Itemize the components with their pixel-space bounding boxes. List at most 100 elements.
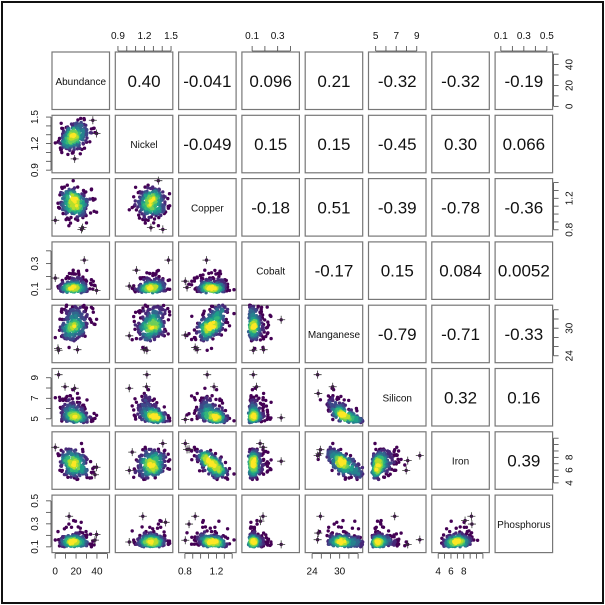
data-point [73, 460, 77, 465]
panel-frame [241, 51, 300, 111]
data-point [147, 397, 151, 402]
data-point [70, 196, 74, 200]
panel-frame [114, 51, 174, 111]
data-point [133, 199, 137, 203]
data-point [132, 319, 136, 324]
data-point [203, 386, 207, 390]
data-point [213, 287, 217, 291]
data-point [223, 328, 228, 332]
outlier-cross-marker [92, 286, 101, 295]
correlation-panel: 0.51 [304, 178, 364, 237]
correlation-value: 0.15 [254, 135, 287, 154]
data-point [232, 311, 236, 316]
data-point [265, 464, 270, 468]
variable-label: Copper [191, 203, 224, 214]
data-point [133, 185, 138, 189]
correlation-panel: -0.041 [178, 51, 237, 111]
panel-frame [241, 178, 300, 237]
data-point [84, 139, 88, 143]
data-point [132, 475, 136, 479]
data-point [143, 221, 147, 225]
data-point [77, 273, 81, 277]
data-point [208, 398, 213, 403]
data-point [142, 309, 146, 313]
data-point [61, 211, 65, 216]
data-point [89, 305, 94, 309]
correlation-value: 0.51 [317, 198, 350, 217]
data-point [269, 314, 273, 319]
correlation-value: -0.71 [441, 325, 480, 344]
variable-label: Manganese [308, 330, 361, 341]
data-point [147, 215, 151, 220]
data-point [145, 328, 150, 332]
data-point [223, 408, 228, 413]
data-point [69, 215, 73, 220]
data-point [214, 397, 218, 402]
scatter-panel [51, 431, 111, 490]
data-point [138, 332, 142, 336]
data-point [146, 186, 150, 190]
data-point [71, 272, 76, 276]
data-point [203, 268, 207, 272]
data-point [140, 190, 144, 194]
data-point [137, 216, 142, 220]
data-point [261, 345, 265, 350]
data-point [155, 415, 159, 419]
scatter-panel [178, 303, 237, 364]
data-point [68, 286, 73, 290]
data-point [216, 467, 220, 472]
correlation-value: -0.45 [378, 135, 417, 154]
data-point [156, 224, 161, 228]
data-point [209, 304, 214, 308]
data-point [195, 276, 199, 280]
data-point [252, 324, 257, 329]
outlier-cross-marker [80, 256, 89, 265]
data-point [57, 136, 62, 141]
correlation-panel: -0.71 [431, 304, 490, 364]
data-point [81, 197, 86, 201]
data-point [189, 337, 194, 342]
data-point [80, 408, 84, 412]
correlation-panel: -0.049 [178, 114, 237, 174]
data-point [162, 206, 166, 210]
diagonal-panel-copper: Copper [178, 178, 237, 237]
data-point [79, 441, 84, 446]
scatter-panel [114, 431, 174, 490]
data-point [185, 413, 189, 417]
scatter-panel [51, 241, 111, 300]
data-point [223, 476, 228, 480]
data-point [192, 411, 197, 415]
data-point [339, 412, 343, 416]
data-point [78, 152, 83, 156]
data-point [197, 330, 201, 334]
variable-label: Cobalt [256, 267, 285, 278]
data-point [88, 415, 92, 419]
correlation-value: -0.18 [251, 198, 290, 217]
data-point [65, 316, 70, 321]
data-point [260, 463, 265, 467]
data-point [216, 312, 220, 316]
data-point [146, 183, 150, 187]
data-point [203, 468, 207, 473]
data-point [252, 415, 256, 419]
correlation-value: 0.21 [317, 72, 350, 91]
outlier-cross-marker [88, 116, 97, 125]
data-point [85, 322, 89, 326]
data-point [140, 472, 145, 476]
data-point [143, 403, 147, 407]
data-point [141, 306, 145, 310]
data-point [68, 394, 73, 398]
data-point [61, 202, 65, 206]
data-point [264, 398, 268, 403]
correlation-value: -0.78 [441, 198, 480, 217]
data-point [92, 209, 96, 213]
outlier-cross-marker [77, 225, 86, 234]
data-point [265, 470, 269, 474]
data-point [155, 269, 159, 273]
data-point [80, 281, 85, 285]
data-point [141, 197, 145, 201]
data-point [265, 408, 269, 412]
data-point [81, 449, 85, 454]
data-point [150, 190, 155, 194]
